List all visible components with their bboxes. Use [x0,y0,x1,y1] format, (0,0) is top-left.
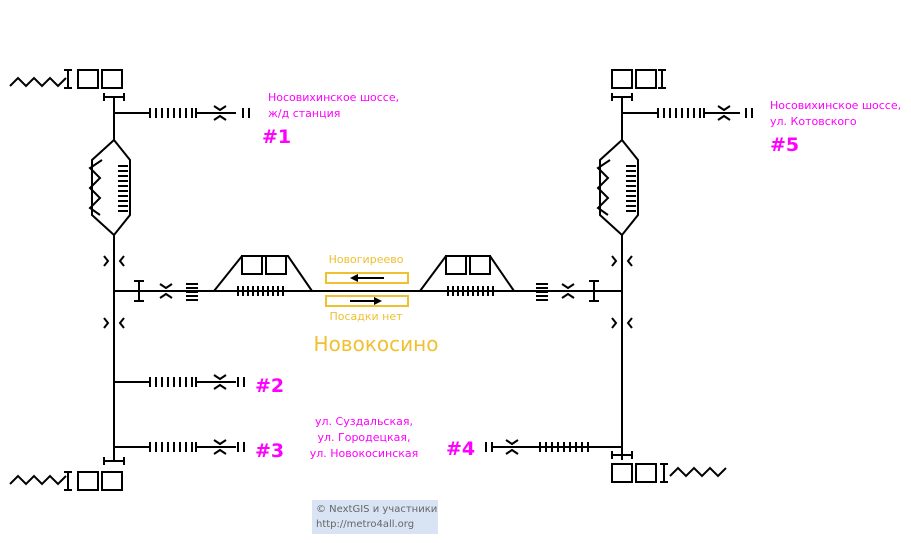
platform-escalators [213,255,515,292]
exit-4-number: #4 [446,438,475,460]
exit-stairs [149,108,753,452]
exit-1-number: #1 [262,126,291,148]
exit-2-number: #2 [255,375,284,397]
exit-1-label-line2: ж/д станция [268,107,340,120]
exit-1-label-line1: Носовихинское шоссе, [268,91,399,104]
left-escalator-steps [118,165,128,212]
platform-tracks [325,272,409,307]
direction-top-label: Новогиреево [329,253,404,266]
credit-copyright: © NextGIS и участники [316,504,438,515]
turnstiles [103,105,740,455]
track-top [325,272,409,284]
credit-box: © NextGIS и участники http://metro4all.o… [312,500,438,534]
right-escalator-steps [626,165,636,212]
arrow-left-head-icon [350,274,358,282]
exit-4-label-line1: ул. Суздальская, [315,415,413,428]
station-name: Новокосино [314,332,439,356]
exit-5-number: #5 [770,134,799,156]
exit-4-label-line2: ул. Городецкая, [317,431,410,444]
platform-escalator-steps [237,286,494,296]
entrances [9,69,727,491]
right-escalator [596,139,639,236]
arrow-right-head-icon [374,297,382,305]
direction-bottom-label: Посадки нет [329,310,403,323]
exit-5-label-line1: Носовихинское шоссе, [770,99,901,112]
left-escalator [88,139,131,236]
scheme-lines [113,97,658,460]
credit-link[interactable]: http://metro4all.org [316,519,415,530]
exit-5-label-line2: ул. Котовского [770,115,857,128]
exit-3-number: #3 [255,440,284,462]
exit-4-label-line3: ул. Новокосинская [310,447,419,460]
track-bottom [325,295,409,307]
